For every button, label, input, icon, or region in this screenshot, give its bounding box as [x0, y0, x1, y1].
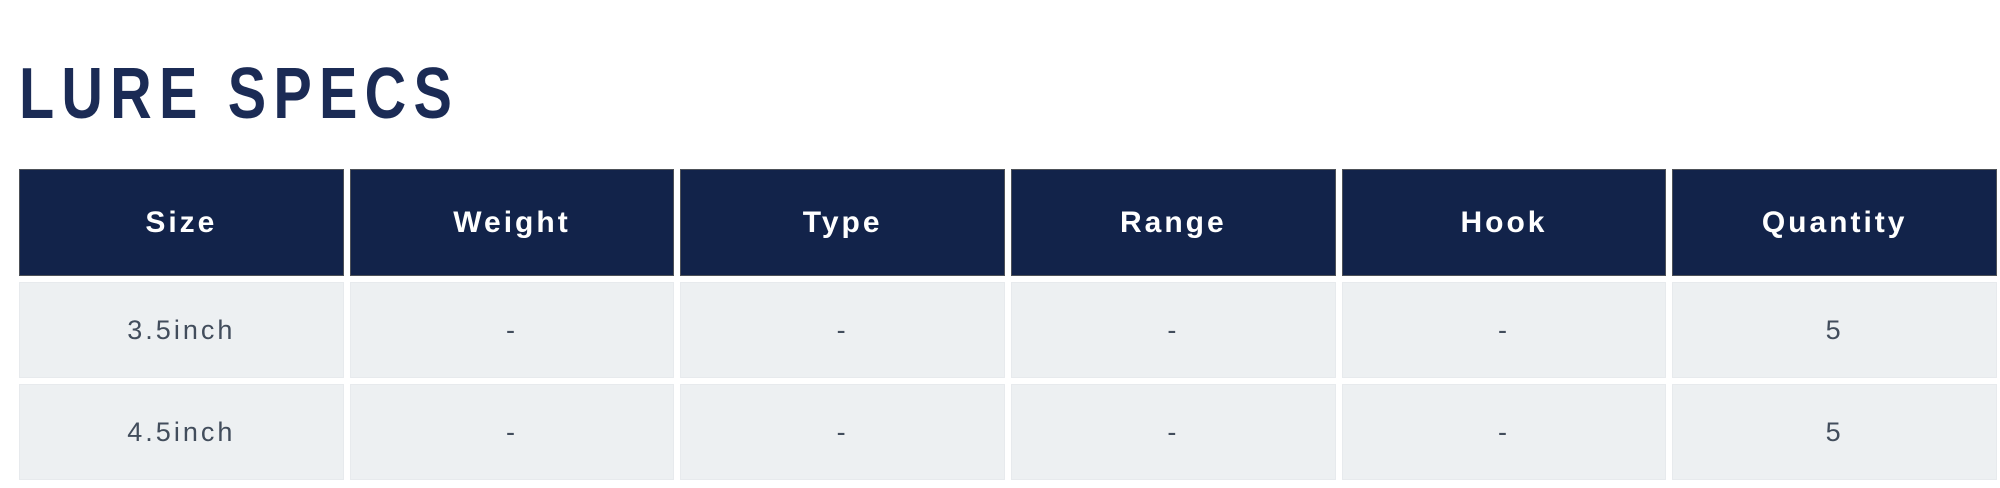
cell-weight-row1: -	[349, 282, 675, 378]
cell-type-row2: -	[680, 384, 1005, 480]
cell-weight-row2: -	[349, 384, 675, 480]
cell-hook-row2: -	[1341, 384, 1667, 480]
cell-size-row2: 4.5inch	[19, 384, 344, 480]
cell-quantity-row1: 5	[1672, 282, 1997, 378]
column-header-range: Range	[1010, 169, 1336, 276]
page-title: LURE SPECS	[19, 54, 460, 135]
cell-size-row1: 3.5inch	[19, 282, 344, 378]
cell-range-row1: -	[1010, 282, 1336, 378]
column-header-type: Type	[680, 169, 1005, 276]
lure-specs-table: Size Weight Type Range Hook Quantity 3.5…	[19, 169, 1997, 480]
column-header-quantity: Quantity	[1672, 169, 1997, 276]
column-header-hook: Hook	[1341, 169, 1667, 276]
cell-quantity-row2: 5	[1672, 384, 1997, 480]
cell-range-row2: -	[1010, 384, 1336, 480]
cell-hook-row1: -	[1341, 282, 1667, 378]
column-header-size: Size	[19, 169, 344, 276]
cell-type-row1: -	[680, 282, 1005, 378]
column-header-weight: Weight	[349, 169, 675, 276]
